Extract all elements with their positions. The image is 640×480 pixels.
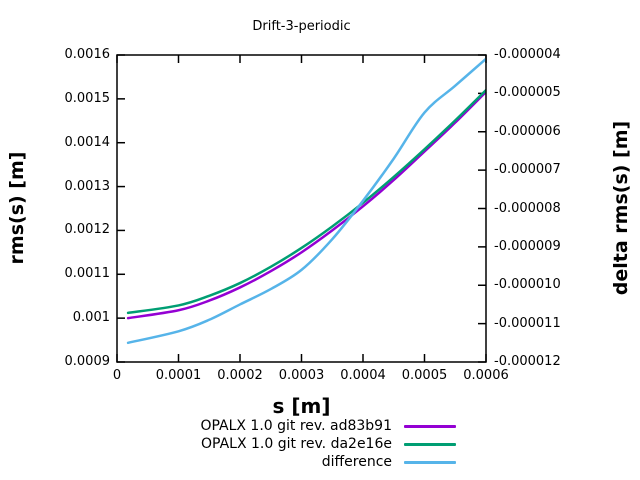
y2-tick-label: -0.000006 — [494, 123, 561, 139]
x-tick-label: 0.0005 — [401, 368, 448, 383]
legend-entry: OPALX 1.0 git rev. da2e16e — [200, 435, 456, 453]
y-tick-label: 0.0011 — [64, 266, 111, 282]
y2-tick-label: -0.000011 — [494, 315, 561, 331]
y-tick-label: 0.0009 — [64, 354, 111, 369]
legend-line-sample — [404, 460, 456, 464]
plot-border — [116, 54, 487, 363]
x-tick-label: 0 — [112, 368, 122, 383]
y2-tick-label: -0.000010 — [494, 277, 561, 293]
legend-entry: OPALX 1.0 git rev. ad83b91 — [200, 417, 456, 435]
x-tick-label: 0.0003 — [278, 368, 325, 383]
x-tick-label: 0.0004 — [340, 368, 386, 383]
y2-tick-label: -0.000004 — [494, 47, 561, 62]
y-tick-label: 0.0016 — [64, 47, 111, 62]
y-tick-label: 0.0013 — [64, 178, 111, 194]
x-tick-label: 0.0001 — [155, 368, 202, 383]
y2-tick-label: -0.000009 — [494, 238, 561, 254]
series-line-1 — [126, 88, 486, 315]
chart-title: Drift-3-periodic — [252, 19, 351, 34]
y-tick-label: 0.0012 — [64, 222, 111, 238]
y-tick-label: 0.0014 — [64, 134, 111, 150]
y2-tick-label: -0.000007 — [494, 162, 561, 178]
x-tick-label: 0.0002 — [217, 368, 263, 383]
y2-tick-label: -0.000012 — [494, 354, 561, 369]
series-line-2 — [126, 57, 486, 345]
legend-label: OPALX 1.0 git rev. da2e16e — [201, 436, 392, 452]
legend-line-sample — [404, 424, 456, 428]
x-axis-label: s [m] — [272, 394, 331, 418]
series-line-0 — [126, 90, 486, 320]
legend-label: OPALX 1.0 git rev. ad83b91 — [200, 418, 392, 434]
y2-tick-label: -0.000005 — [494, 85, 561, 101]
y-tick-label: 0.0015 — [64, 90, 111, 106]
legend-line-sample — [404, 442, 456, 446]
x-tick-label: 0.0006 — [463, 368, 509, 383]
legend-label: difference — [321, 454, 392, 470]
legend: OPALX 1.0 git rev. ad83b91 OPALX 1.0 git … — [200, 417, 456, 471]
y-tick-label: 0.001 — [72, 310, 110, 326]
legend-entry: difference — [200, 453, 456, 471]
y2-tick-label: -0.000008 — [494, 200, 561, 216]
